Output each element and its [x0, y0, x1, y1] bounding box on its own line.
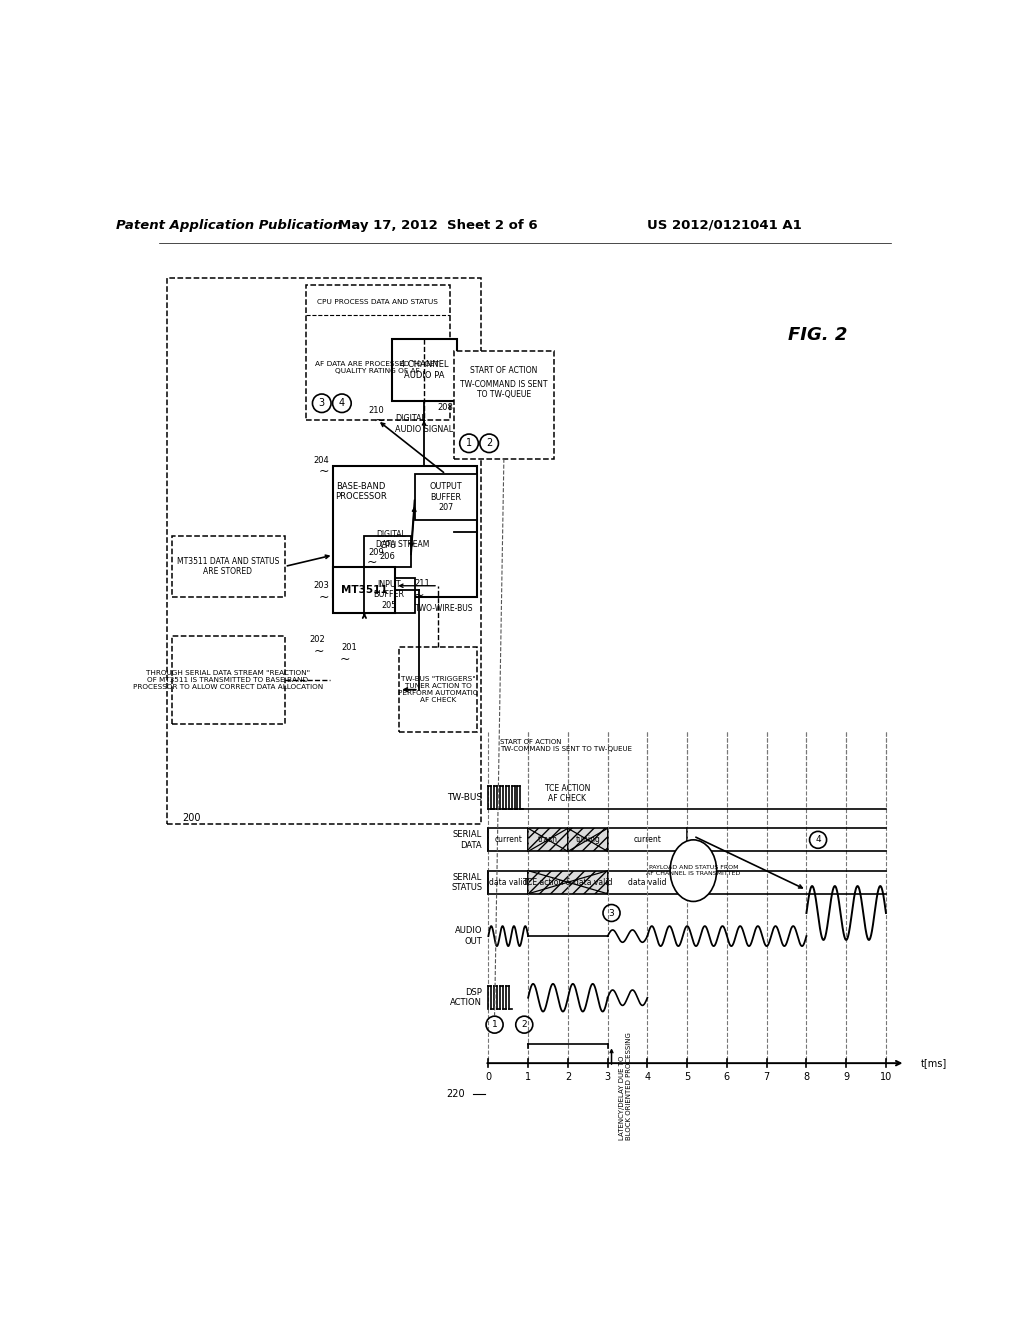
Bar [167, 277, 480, 825]
Text: 0: 0 [485, 1072, 492, 1082]
Text: ~: ~ [319, 465, 330, 478]
Bar [607, 871, 687, 894]
Text: CPU PROCESS DATA AND STATUS: CPU PROCESS DATA AND STATUS [317, 300, 438, 305]
Bar [172, 536, 285, 598]
Text: 210: 210 [368, 405, 384, 414]
Bar [528, 829, 568, 851]
Bar [334, 466, 477, 598]
Text: 4: 4 [815, 836, 821, 845]
Text: 4: 4 [644, 1072, 650, 1082]
Bar [488, 829, 528, 851]
Bar [488, 871, 528, 894]
Text: current: current [495, 836, 522, 845]
Bar [334, 566, 395, 612]
Bar [391, 339, 458, 401]
Text: 6: 6 [724, 1072, 730, 1082]
Text: 220: 220 [446, 1089, 465, 1100]
Text: ~: ~ [313, 644, 324, 657]
Text: BASE-BAND
PROCESSOR: BASE-BAND PROCESSOR [335, 482, 386, 502]
Text: 4 CHANNEL
AUDIO PA: 4 CHANNEL AUDIO PA [399, 360, 449, 380]
Text: 208: 208 [437, 403, 454, 412]
Text: TW-COMMAND IS SENT
TO TW-QUEUE: TW-COMMAND IS SENT TO TW-QUEUE [460, 380, 548, 399]
Text: DIGITAL
DATA STREAM: DIGITAL DATA STREAM [376, 529, 429, 549]
Text: data valid: data valid [628, 878, 667, 887]
Text: 2: 2 [521, 1020, 527, 1030]
Text: INPUT
BUFFER
205: INPUT BUFFER 205 [374, 579, 404, 610]
Bar [528, 871, 607, 894]
Text: 3: 3 [604, 1072, 610, 1082]
Bar [306, 285, 450, 420]
Text: 200: 200 [182, 813, 201, 824]
Text: 8: 8 [804, 1072, 810, 1082]
Text: tuning: tuning [575, 836, 600, 845]
Text: START OF ACTION
TW-COMMAND IS SENT TO TW-QUEUE: START OF ACTION TW-COMMAND IS SENT TO TW… [500, 739, 632, 752]
Text: TCE action & data valid: TCE action & data valid [523, 878, 612, 887]
Text: ~: ~ [340, 652, 350, 665]
Bar [454, 351, 554, 459]
Bar [568, 829, 607, 851]
Text: SERIAL
DATA: SERIAL DATA [453, 830, 482, 850]
Text: DSP
ACTION: DSP ACTION [451, 987, 482, 1007]
Text: 4: 4 [339, 399, 345, 408]
Text: trash: trash [538, 836, 558, 845]
Text: MT3511 DATA AND STATUS
ARE STORED: MT3511 DATA AND STATUS ARE STORED [177, 557, 280, 577]
Text: START OF ACTION: START OF ACTION [470, 367, 538, 375]
Text: MT3511: MT3511 [341, 585, 388, 594]
Text: 1: 1 [525, 1072, 531, 1082]
Bar [415, 474, 477, 520]
Text: 1: 1 [466, 438, 472, 449]
Text: 204: 204 [313, 455, 330, 465]
Text: ~: ~ [374, 413, 385, 428]
Text: 3: 3 [608, 908, 614, 917]
Text: TW-BUS: TW-BUS [447, 793, 482, 803]
Bar [365, 536, 411, 566]
Text: ~: ~ [367, 556, 377, 569]
Text: 203: 203 [313, 581, 330, 590]
Text: 3: 3 [318, 399, 325, 408]
Text: THROUGH SERIAL DATA STREAM "REACTION"
OF MT3511 IS TRANSMITTED TO BASE-BAND
PROC: THROUGH SERIAL DATA STREAM "REACTION" OF… [133, 669, 324, 689]
Bar [399, 647, 477, 733]
Text: DIGITAL
AUDIO SIGNAL: DIGITAL AUDIO SIGNAL [395, 414, 454, 434]
Text: 211: 211 [415, 579, 430, 587]
Text: ~: ~ [414, 589, 424, 602]
Text: TWO-WIRE-BUS: TWO-WIRE-BUS [415, 605, 473, 614]
Text: LATENCY/DELAY DUE TO
BLOCK ORIENTED PROCESSING: LATENCY/DELAY DUE TO BLOCK ORIENTED PROC… [620, 1032, 632, 1140]
Text: PAYLOAD AND STATUS FROM
AF CHANNEL IS TRANSMITTED: PAYLOAD AND STATUS FROM AF CHANNEL IS TR… [646, 865, 740, 876]
Text: 7: 7 [764, 1072, 770, 1082]
Text: ~: ~ [319, 591, 330, 603]
Text: SERIAL
STATUS: SERIAL STATUS [451, 873, 482, 892]
Text: 10: 10 [880, 1072, 892, 1082]
Ellipse shape [670, 840, 717, 902]
Text: 1: 1 [492, 1020, 498, 1030]
Text: 209: 209 [369, 548, 384, 557]
Text: OUTPUT
BUFFER
207: OUTPUT BUFFER 207 [429, 482, 462, 512]
Text: 5: 5 [684, 1072, 690, 1082]
Text: TCE ACTION
AF CHECK: TCE ACTION AF CHECK [545, 784, 590, 804]
Text: 9: 9 [843, 1072, 849, 1082]
Bar [172, 636, 285, 725]
Text: AUDIO
OUT: AUDIO OUT [455, 927, 482, 946]
Text: 201: 201 [341, 643, 357, 652]
Bar [607, 829, 687, 851]
Text: 202: 202 [310, 635, 326, 644]
Text: 2: 2 [565, 1072, 571, 1082]
Bar [365, 578, 415, 612]
Text: Patent Application Publication: Patent Application Publication [116, 219, 342, 232]
Text: 2: 2 [486, 438, 493, 449]
Text: data valid: data valid [489, 878, 527, 887]
Text: t[ms]: t[ms] [921, 1059, 947, 1068]
Text: current: current [634, 836, 662, 845]
Text: US 2012/0121041 A1: US 2012/0121041 A1 [647, 219, 802, 232]
Text: FIG. 2: FIG. 2 [788, 326, 848, 345]
Text: May 17, 2012  Sheet 2 of 6: May 17, 2012 Sheet 2 of 6 [338, 219, 538, 232]
Text: TW-BUS "TRIGGERS"
TUNER ACTION TO
PERFORM AUTOMATIC
AF CHECK: TW-BUS "TRIGGERS" TUNER ACTION TO PERFOR… [398, 676, 478, 704]
Text: AF DATA ARE PROCESSED TO GET
QUALITY RATING OF AF: AF DATA ARE PROCESSED TO GET QUALITY RAT… [315, 360, 439, 374]
Text: CPU
206: CPU 206 [379, 541, 396, 561]
